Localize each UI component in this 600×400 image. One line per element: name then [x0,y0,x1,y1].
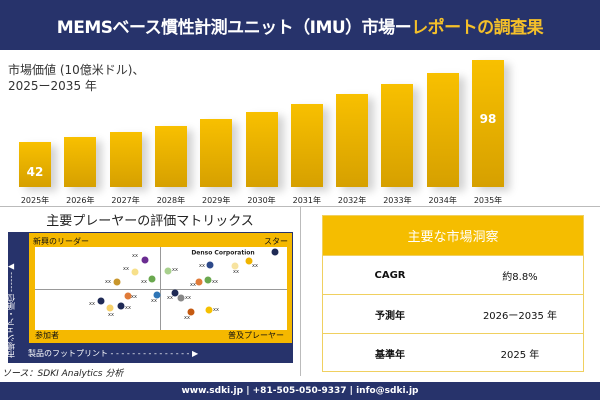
bar-2025年 [19,142,51,187]
divider [300,206,301,376]
x-tick-label: 2028年 [156,196,186,205]
insight-value: 2025 年 [500,349,540,361]
company-dot [271,248,279,256]
x-tick-label: 2029年 [202,196,231,205]
company-dot [187,308,195,316]
y-axis-text: 市場シェア・順位 [6,294,16,358]
insight-value: 約8.8% [502,271,538,283]
company-placeholder-label: xx [184,315,190,321]
bar-2030年 [245,112,278,187]
company-dot [97,297,105,305]
company-placeholder-label: xx [131,294,137,300]
bar-2031年 [290,103,323,187]
matrix-title: 主要プレーヤーの評価マトリックス [46,214,254,229]
company-dot [106,304,114,312]
chart-title: 市場価値 (10億米ドル)、 2025ー2035 年 [8,62,144,94]
y-axis-label: 市場シェア・順位 - - - - - - ▶ [2,240,20,358]
company-dot [206,261,214,269]
bar-2026年 [64,137,97,187]
quadrant-top-right: スター [264,237,288,246]
chart-title-line2: 2025ー2035 年 [8,79,97,93]
company-placeholder-label: xx [190,282,196,288]
company-dot [164,267,172,275]
insight-row: 予測年 2026ー2035 年 [323,294,583,333]
insight-key: CAGR [374,269,406,281]
company-dot [124,292,132,300]
quadrant-top-left: 新興のリーダー [33,237,89,246]
company-dot [204,276,212,284]
company-placeholder-label: xx [151,298,157,304]
company-dot [205,306,213,314]
company-placeholder-label: xx [172,267,178,273]
bar-2034年 [426,73,459,187]
company-placeholder-label: xx [213,307,219,313]
x-tick-label: 2027年 [111,196,140,205]
x-tick-label: 2026年 [66,196,95,205]
insights-title: 主要な市場洞察 [323,216,583,255]
company-placeholder-label: xx [125,305,131,311]
bar-2035年 [472,60,504,187]
company-placeholder-label: xx [108,312,114,318]
company-dot [117,302,125,310]
insight-row: 基準年 2025 年 [323,333,583,372]
x-tick-label: 2033年 [383,196,412,205]
company-dot [245,257,253,265]
company-dot [141,256,149,264]
company-placeholder-label: xx [141,279,147,285]
bar-2027年 [109,131,142,187]
x-axis-text: 製品のフットプリント [28,349,108,358]
footer-contact: www.sdki.jp | +81-505-050-9337 | info@sd… [0,382,600,400]
x-tick-label: 2032年 [337,196,367,205]
insight-value: 2026ー2035 年 [482,310,558,322]
source-note: ソース：SDKI Analytics 分析 [2,369,124,379]
company-dot [195,278,203,286]
company-placeholder-label: xx [233,269,239,275]
company-dot [153,291,161,299]
company-placeholder-label: xx [185,295,191,301]
bar-2029年 [200,119,233,187]
matrix-plot [35,247,287,330]
company-placeholder-label: xx [89,301,95,307]
header-title: MEMSベース慣性計測ユニット（IMU）市場ー レポートの調査果 [0,0,600,50]
x-tick-label: 2031年 [292,196,321,205]
company-placeholder-label: xx [252,263,258,269]
company-placeholder-label: xx [132,253,138,259]
bar-2032年 [336,94,369,187]
company-dot [113,278,121,286]
insight-row: CAGR 約8.8% [323,255,583,294]
x-axis-label: 製品のフットプリント - - - - - - - - - - - - - - -… [28,348,198,359]
company-dot [131,268,139,276]
company-dot [231,262,239,270]
quadrant-hline [35,289,287,290]
x-tick-label: 2025年 [20,196,50,205]
x-tick-label: 2030年 [247,196,276,205]
company-placeholder-label: xx [199,263,205,269]
insight-key: 基準年 [374,349,405,361]
company-dot [148,275,156,283]
bar-2033年 [381,84,414,187]
title-main: MEMSベース慣性計測ユニット（IMU）市場ー [56,17,412,38]
company-placeholder-label: xx [167,295,173,301]
insight-key: 予測年 [374,310,405,322]
data-label: 42 [26,165,44,179]
x-tick-label: 2035年 [473,196,503,205]
chart-title-line1: 市場価値 (10億米ドル)、 [8,63,145,77]
company-label: Denso Corporation [191,249,255,257]
arrow-right-icon: - - - - - - - - - - - - - - - ▶ [108,349,199,358]
company-placeholder-label: xx [212,279,218,285]
x-tick-label: 2034年 [428,196,457,205]
title-highlight: レポートの調査果 [411,17,544,38]
company-placeholder-label: xx [123,266,129,272]
quadrant-bottom-left: 参加者 [35,331,59,340]
company-dot [171,289,179,297]
data-label: 98 [479,112,497,127]
company-placeholder-label: xx [105,279,111,285]
bar-2028年 [154,125,187,187]
quadrant-vline [160,247,161,330]
quadrant-bottom-right: 普及プレーヤー [228,331,284,340]
insights-table: 主要な市場洞察 CAGR 約8.8% 予測年 2026ー2035 年 基準年 2025… [322,215,584,372]
company-dot [177,294,185,302]
arrow-up-icon: - - - - - - ▶ [6,263,16,292]
